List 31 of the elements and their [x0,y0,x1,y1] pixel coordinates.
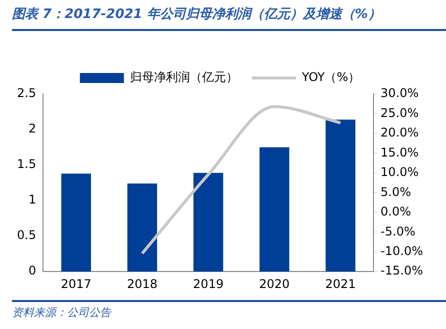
y2-tick-label: 5.0% [380,184,412,199]
y-tick-label: 1.5 [16,157,36,172]
bar [326,120,356,272]
x-tick-label: 2019 [193,276,224,291]
y-tick-label: 2 [28,122,36,136]
x-tick-label: 2021 [325,276,356,291]
y2-tick-label: -5.0% [380,224,416,238]
bar [193,172,224,272]
x-tick-label: 2020 [259,276,290,291]
text: 资料来源：公司公告 [12,305,112,320]
y-tick-label: 1 [28,192,36,207]
chart-title: 图表 7：2017-2021 年公司归母净利润（亿元）及增速（%） [12,7,381,22]
line-series [140,105,342,255]
y-tick-label: 0.5 [16,228,36,242]
bar [260,147,290,272]
y2-tick-label: -10.0% [380,244,423,258]
bar [127,184,158,272]
legend-label: YOY（%） [300,70,360,84]
y2-tick-label: 25.0% [380,106,419,120]
y2-tick-label: 15.0% [380,145,419,160]
y-tick-label: 2.5 [16,86,36,100]
y2-tick-label: -15.0% [380,264,423,278]
x-tick-label: 2017 [60,276,92,291]
x-tick-label: 2018 [126,276,158,291]
y-tick-label: 0 [28,264,36,278]
y2-tick-label: 10.0% [380,165,419,180]
bar [61,174,91,272]
legend-label: 归母净利润（亿元） [130,70,238,84]
y2-tick-label: 20.0% [380,126,419,140]
y2-tick-label: 0.0% [380,204,412,219]
y2-tick-label: 30.0% [380,86,419,100]
